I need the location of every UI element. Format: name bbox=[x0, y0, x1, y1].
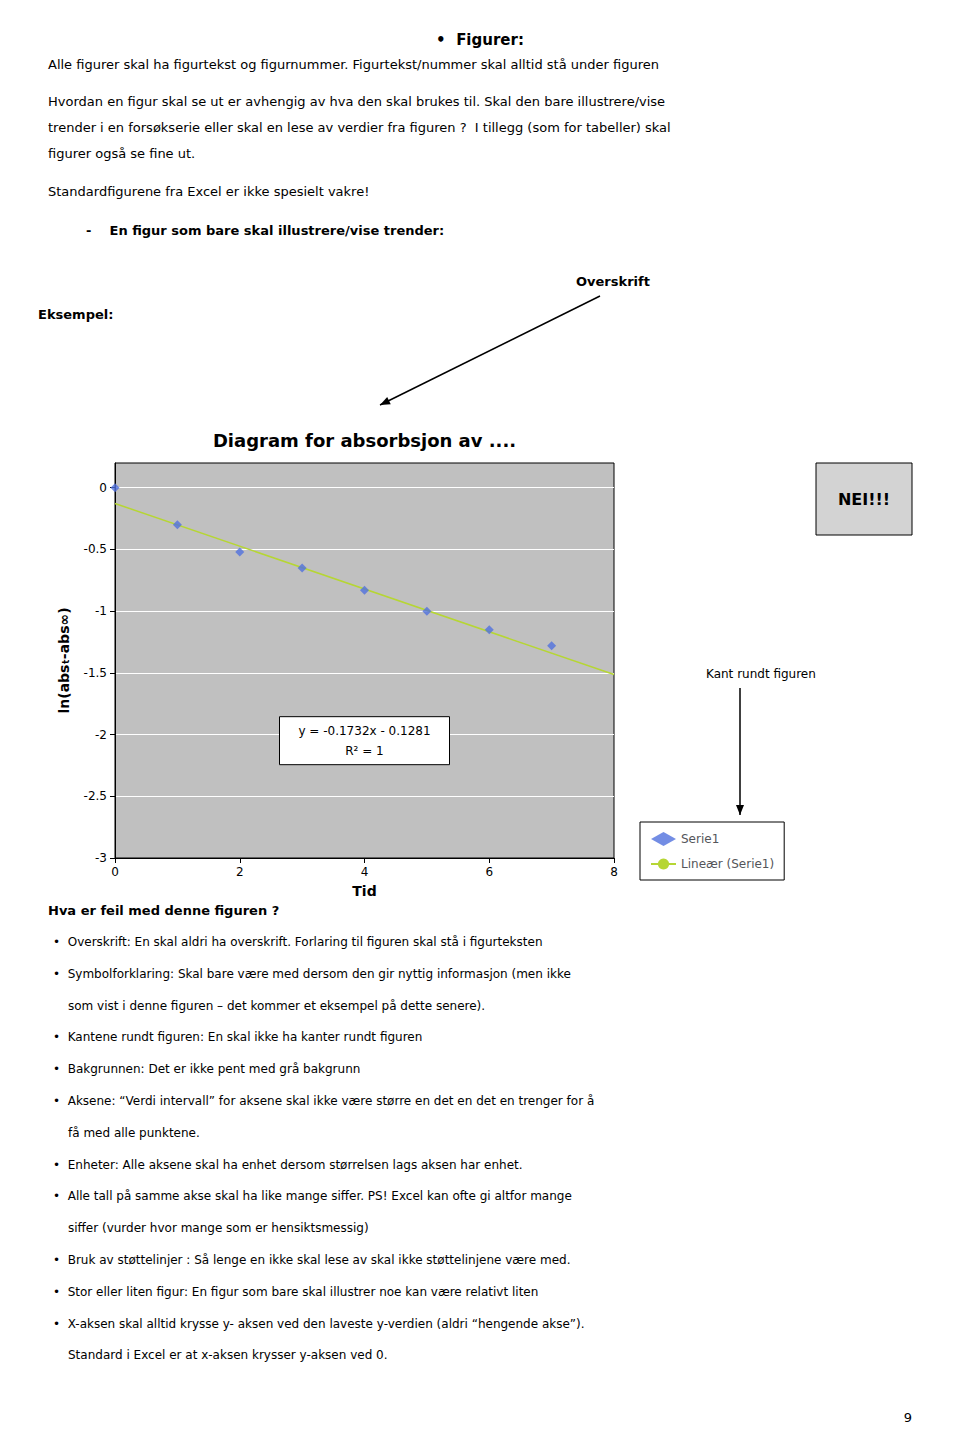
svg-text:Tid: Tid bbox=[352, 883, 376, 899]
svg-text:Eksempel:: Eksempel: bbox=[38, 307, 113, 322]
svg-text:Standard i Excel er at x-aksen: Standard i Excel er at x-aksen krysser y… bbox=[68, 1348, 388, 1362]
svg-text:Lineær (Serie1): Lineær (Serie1) bbox=[681, 857, 774, 871]
svg-text:• Kantene rundt figuren: En s: • Kantene rundt figuren: En skal ikke ha… bbox=[53, 1030, 422, 1044]
svg-text:• Figurer:: • Figurer: bbox=[436, 31, 524, 49]
svg-text:Alle figurer skal ha figurteks: Alle figurer skal ha figurtekst og figur… bbox=[48, 57, 659, 72]
svg-text:Overskrift: Overskrift bbox=[576, 274, 650, 289]
svg-text:• Symbolforklaring: Skal bare: • Symbolforklaring: Skal bare være med d… bbox=[53, 967, 571, 981]
svg-text:-2: -2 bbox=[95, 728, 107, 742]
svg-text:Hva er feil med denne figuren: Hva er feil med denne figuren ? bbox=[48, 903, 279, 918]
svg-text:6: 6 bbox=[485, 865, 493, 879]
svg-text:• Bakgrunnen: Det er ikke pen: • Bakgrunnen: Det er ikke pent med grå b… bbox=[53, 1062, 360, 1076]
svg-text:R² = 1: R² = 1 bbox=[345, 744, 383, 758]
svg-text:Serie1: Serie1 bbox=[681, 832, 719, 846]
svg-text:-2.5: -2.5 bbox=[84, 789, 107, 803]
svg-text:4: 4 bbox=[361, 865, 369, 879]
svg-text:trender i en forsøkserie eller: trender i en forsøkserie eller skal en l… bbox=[48, 120, 671, 135]
svg-text:- En figur som bare skal il: - En figur som bare skal illustrere/vise… bbox=[86, 223, 444, 238]
svg-text:• Stor eller liten figur: En: • Stor eller liten figur: En figur som b… bbox=[53, 1285, 538, 1299]
svg-text:0: 0 bbox=[111, 865, 119, 879]
svg-text:ln(absₜ-abs∞): ln(absₜ-abs∞) bbox=[56, 607, 72, 713]
svg-text:få med alle punktene.: få med alle punktene. bbox=[68, 1126, 200, 1140]
svg-text:-0.5: -0.5 bbox=[84, 542, 107, 556]
svg-text:-1.5: -1.5 bbox=[84, 666, 107, 680]
svg-text:siffer (vurder hvor mange som: siffer (vurder hvor mange som er hensikt… bbox=[68, 1221, 369, 1235]
svg-text:-3: -3 bbox=[95, 851, 107, 865]
svg-text:Diagram for absorbsjon av ....: Diagram for absorbsjon av .... bbox=[213, 430, 516, 451]
svg-text:-1: -1 bbox=[95, 604, 107, 618]
svg-text:figurer også se fine ut.: figurer også se fine ut. bbox=[48, 146, 195, 161]
svg-text:Hvordan en figur skal se ut er: Hvordan en figur skal se ut er avhengig … bbox=[48, 94, 665, 109]
svg-text:• Overskrift: En skal aldri h: • Overskrift: En skal aldri ha overskrif… bbox=[53, 935, 543, 949]
svg-text:som vist i denne figuren – det: som vist i denne figuren – det kommer et… bbox=[68, 999, 485, 1013]
svg-text:• Bruk av støttelinjer : Så l: • Bruk av støttelinjer : Så lenge en ikk… bbox=[53, 1253, 571, 1267]
svg-text:• Enheter: Alle aksene skal h: • Enheter: Alle aksene skal ha enhet der… bbox=[53, 1158, 523, 1172]
svg-text:0: 0 bbox=[99, 481, 107, 495]
svg-text:• Alle tall på samme akse ska: • Alle tall på samme akse skal ha like m… bbox=[53, 1189, 572, 1203]
svg-text:• Aksene: “Verdi intervall” f: • Aksene: “Verdi intervall” for aksene s… bbox=[53, 1094, 594, 1108]
svg-text:2: 2 bbox=[236, 865, 244, 879]
svg-text:• X-aksen skal alltid krysse: • X-aksen skal alltid krysse y- aksen ve… bbox=[53, 1317, 585, 1331]
svg-text:8: 8 bbox=[610, 865, 618, 879]
svg-text:y = -0.1732x - 0.1281: y = -0.1732x - 0.1281 bbox=[298, 724, 430, 738]
svg-text:NEI!!!: NEI!!! bbox=[838, 490, 890, 509]
svg-text:Kant rundt figuren: Kant rundt figuren bbox=[706, 667, 816, 681]
svg-text:9: 9 bbox=[904, 1410, 912, 1425]
svg-text:Standardfigurene fra Excel er: Standardfigurene fra Excel er ikke spesi… bbox=[48, 184, 369, 199]
